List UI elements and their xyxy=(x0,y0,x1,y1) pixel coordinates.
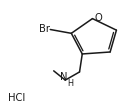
Text: O: O xyxy=(95,13,102,23)
Text: Br: Br xyxy=(39,24,50,34)
Text: HCl: HCl xyxy=(8,93,25,103)
Text: H: H xyxy=(67,79,73,88)
Text: N: N xyxy=(60,72,67,82)
